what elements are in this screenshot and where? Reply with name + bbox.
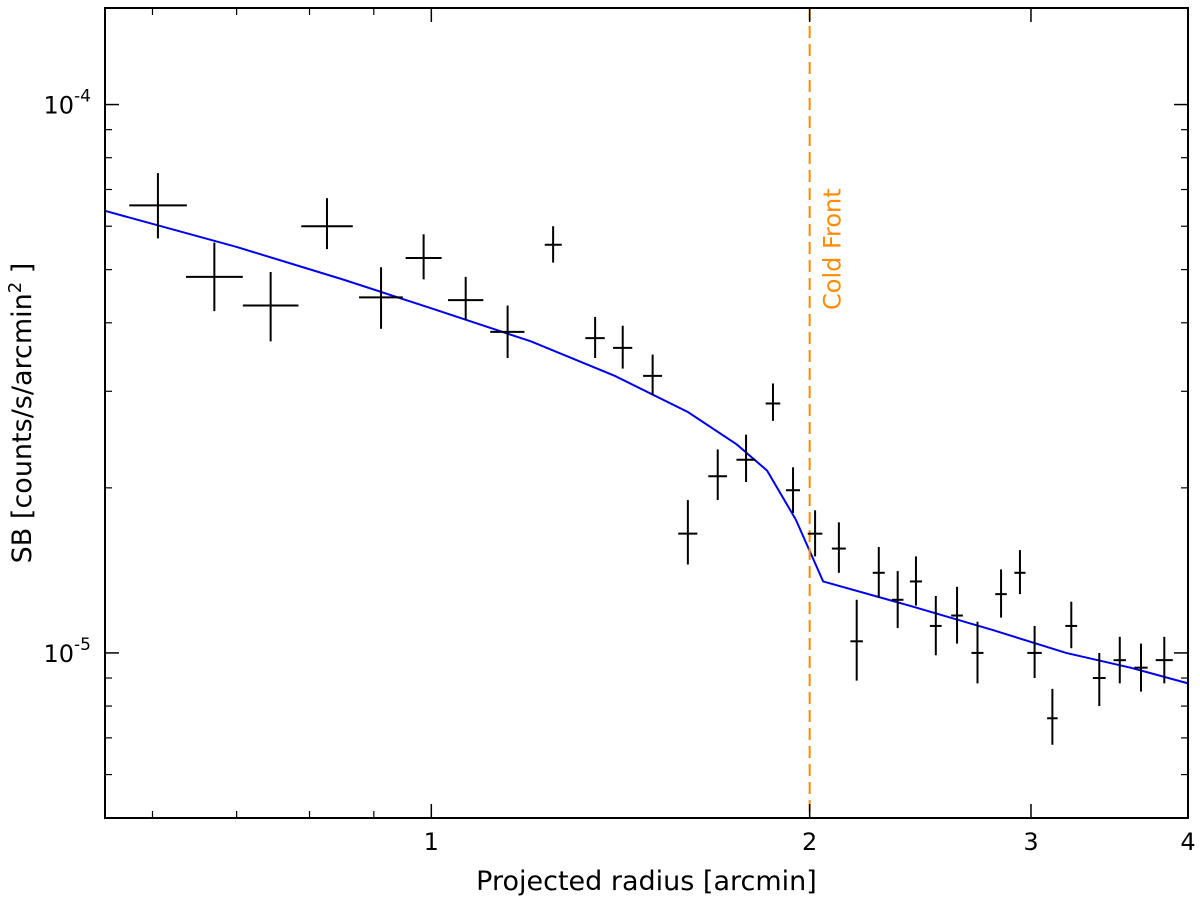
data-point xyxy=(971,621,984,684)
data-point xyxy=(891,571,904,629)
data-point xyxy=(544,226,562,263)
y-tick-exponent: -5 xyxy=(74,635,91,655)
minor-ticks xyxy=(105,8,1188,818)
data-point xyxy=(301,198,353,250)
y-tick-label: 10-5 xyxy=(44,635,92,668)
data-point xyxy=(909,556,922,606)
data-point xyxy=(995,569,1007,618)
data-point xyxy=(1113,636,1126,684)
data-point xyxy=(613,325,633,369)
axis-ticks: 1 2 3 410-510-4 xyxy=(44,8,1196,856)
data-point xyxy=(785,467,801,513)
data-point xyxy=(490,305,525,359)
y-axis-title-close: ] xyxy=(7,263,38,282)
model-curve-layer xyxy=(104,209,1189,685)
x-tick-label: 2 xyxy=(802,828,817,856)
x-axis-title: Projected radius [arcmin] xyxy=(476,866,817,897)
data-point xyxy=(1155,636,1173,684)
plot-frame xyxy=(104,7,1189,819)
data-point xyxy=(447,276,484,320)
data-point xyxy=(1014,550,1026,595)
x-tick-label: 3 xyxy=(1023,828,1038,856)
data-point xyxy=(129,173,187,239)
data-point xyxy=(678,500,698,565)
data-point xyxy=(1092,652,1106,707)
data-point xyxy=(585,316,605,359)
data-point xyxy=(736,434,756,482)
data-point xyxy=(708,449,728,501)
data-point xyxy=(405,234,442,280)
data-point xyxy=(1065,601,1078,649)
data-point xyxy=(807,510,823,557)
y-tick-base: 10 xyxy=(44,92,75,120)
data-point xyxy=(643,354,663,396)
data-point xyxy=(1134,643,1148,692)
data-point xyxy=(929,596,942,656)
data-point xyxy=(359,267,403,329)
y-tick-base: 10 xyxy=(44,640,75,668)
data-point xyxy=(242,272,299,342)
y-axis-title: SB [counts/s/arcmin2 ] xyxy=(5,263,38,564)
data-point xyxy=(765,383,781,421)
data-point xyxy=(951,586,963,644)
x-tick-label: 4 xyxy=(1180,828,1195,856)
y-tick-exponent: -4 xyxy=(74,87,91,107)
model-curve xyxy=(104,209,1189,685)
data-point xyxy=(831,522,846,573)
cold-front-label: Cold Front xyxy=(819,188,847,310)
y-axis-title-main: SB [counts/s/arcmin xyxy=(7,293,38,563)
data-point xyxy=(1027,625,1042,679)
data-point xyxy=(872,547,885,598)
data-point xyxy=(850,599,863,681)
y-tick-label: 10-4 xyxy=(44,87,92,120)
data-points-layer xyxy=(129,173,1173,745)
data-point xyxy=(186,242,243,312)
data-point xyxy=(1047,688,1058,745)
y-axis-title-superscript: 2 xyxy=(5,282,26,293)
x-tick-label: 1 xyxy=(424,828,439,856)
